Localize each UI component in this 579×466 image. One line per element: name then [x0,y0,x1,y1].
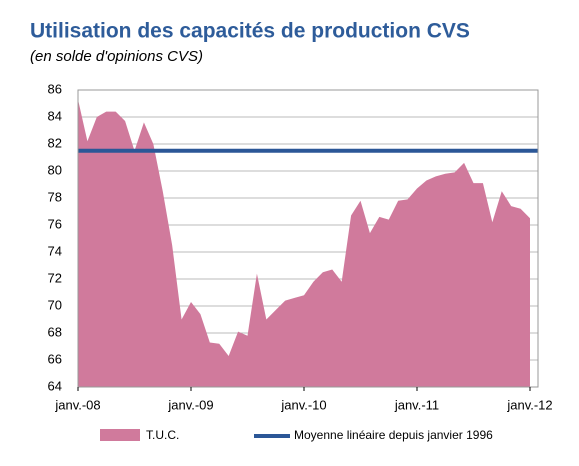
area [78,99,530,387]
legend-label: Moyenne linéaire depuis janvier 1996 [294,428,493,442]
x-tick-label: janv.-11 [394,397,439,412]
y-tick-label: 86 [48,81,62,96]
chart-subtitle: (en solde d'opinions CVS) [30,48,203,65]
chart-title: Utilisation des capacités de production … [30,20,470,43]
y-tick-label: 68 [48,324,62,339]
y-tick-label: 78 [48,189,62,204]
legend-swatch [100,429,140,441]
x-tick-label: janv.-09 [167,397,213,412]
x-tick-label: janv.-08 [54,397,100,412]
y-tick-label: 74 [48,243,62,258]
x-tick-label: janv.-10 [280,397,326,412]
plot-frame [77,89,539,388]
y-tick-label: 80 [48,162,62,177]
y-tick-label: 84 [48,108,62,123]
x-tick-label: janv.-12 [506,397,552,412]
y-tick-label: 70 [48,297,62,312]
legend-label: T.U.C. [146,428,179,442]
y-tick-label: 64 [48,378,62,393]
y-tick-label: 72 [48,270,62,285]
y-tick-label: 66 [48,351,62,366]
y-tick-label: 82 [48,135,62,150]
y-tick-label: 76 [48,216,62,231]
